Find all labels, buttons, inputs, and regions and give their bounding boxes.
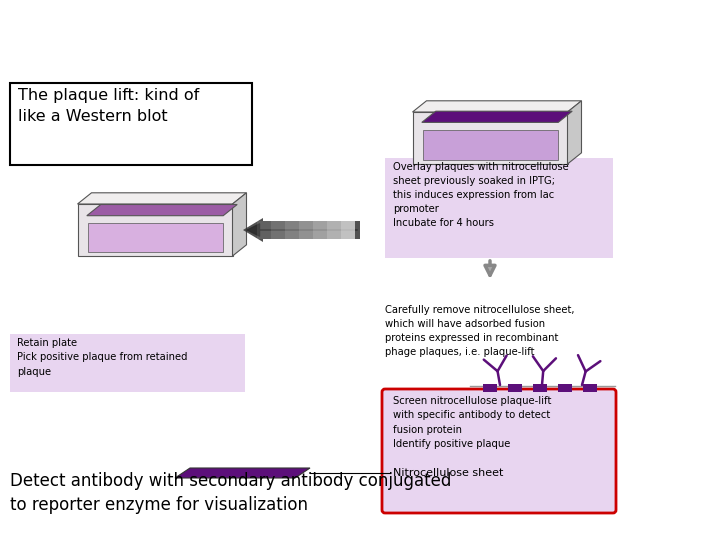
Bar [313,221,327,239]
Bar [341,221,355,239]
Polygon shape [567,101,582,164]
Text: The plaque lift: kind of
like a Western blot: The plaque lift: kind of like a Western … [18,88,199,124]
Bar [483,384,497,392]
Text: Retain plate
Pick positive plaque from retained
plaque: Retain plate Pick positive plaque from r… [17,338,187,377]
FancyBboxPatch shape [10,83,252,165]
Bar [257,221,271,239]
Polygon shape [78,193,246,204]
Polygon shape [175,468,310,478]
Bar [299,221,313,239]
Polygon shape [422,111,572,123]
Bar [327,221,341,239]
Text: Detect antibody with secondary antibody conjugated: Detect antibody with secondary antibody … [10,472,451,490]
Polygon shape [233,193,246,256]
Bar [285,221,299,239]
Polygon shape [88,222,222,252]
Bar [243,221,257,239]
Text: Screen nitrocellulose plaque-lift
with specific antibody to detect
fusion protei: Screen nitrocellulose plaque-lift with s… [393,396,552,449]
Polygon shape [78,204,233,256]
Text: Nitrocellulose sheet: Nitrocellulose sheet [393,468,503,478]
FancyBboxPatch shape [385,158,613,258]
FancyArrow shape [243,218,360,242]
Text: Overlay plaques with nitrocellulose
sheet previously soaked in IPTG;
this induce: Overlay plaques with nitrocellulose shee… [393,162,569,228]
Bar [533,384,547,392]
Polygon shape [423,130,557,160]
Text: to reporter enzyme for visualization: to reporter enzyme for visualization [10,496,308,514]
Polygon shape [413,112,567,164]
Bar [508,384,522,392]
Bar [583,384,597,392]
Bar [271,221,285,239]
Polygon shape [87,205,237,215]
Text: Carefully remove nitrocellulose sheet,
which will have adsorbed fusion
proteins : Carefully remove nitrocellulose sheet, w… [385,305,575,357]
FancyBboxPatch shape [10,334,245,392]
Polygon shape [413,101,582,112]
FancyBboxPatch shape [382,389,616,513]
Bar [558,384,572,392]
